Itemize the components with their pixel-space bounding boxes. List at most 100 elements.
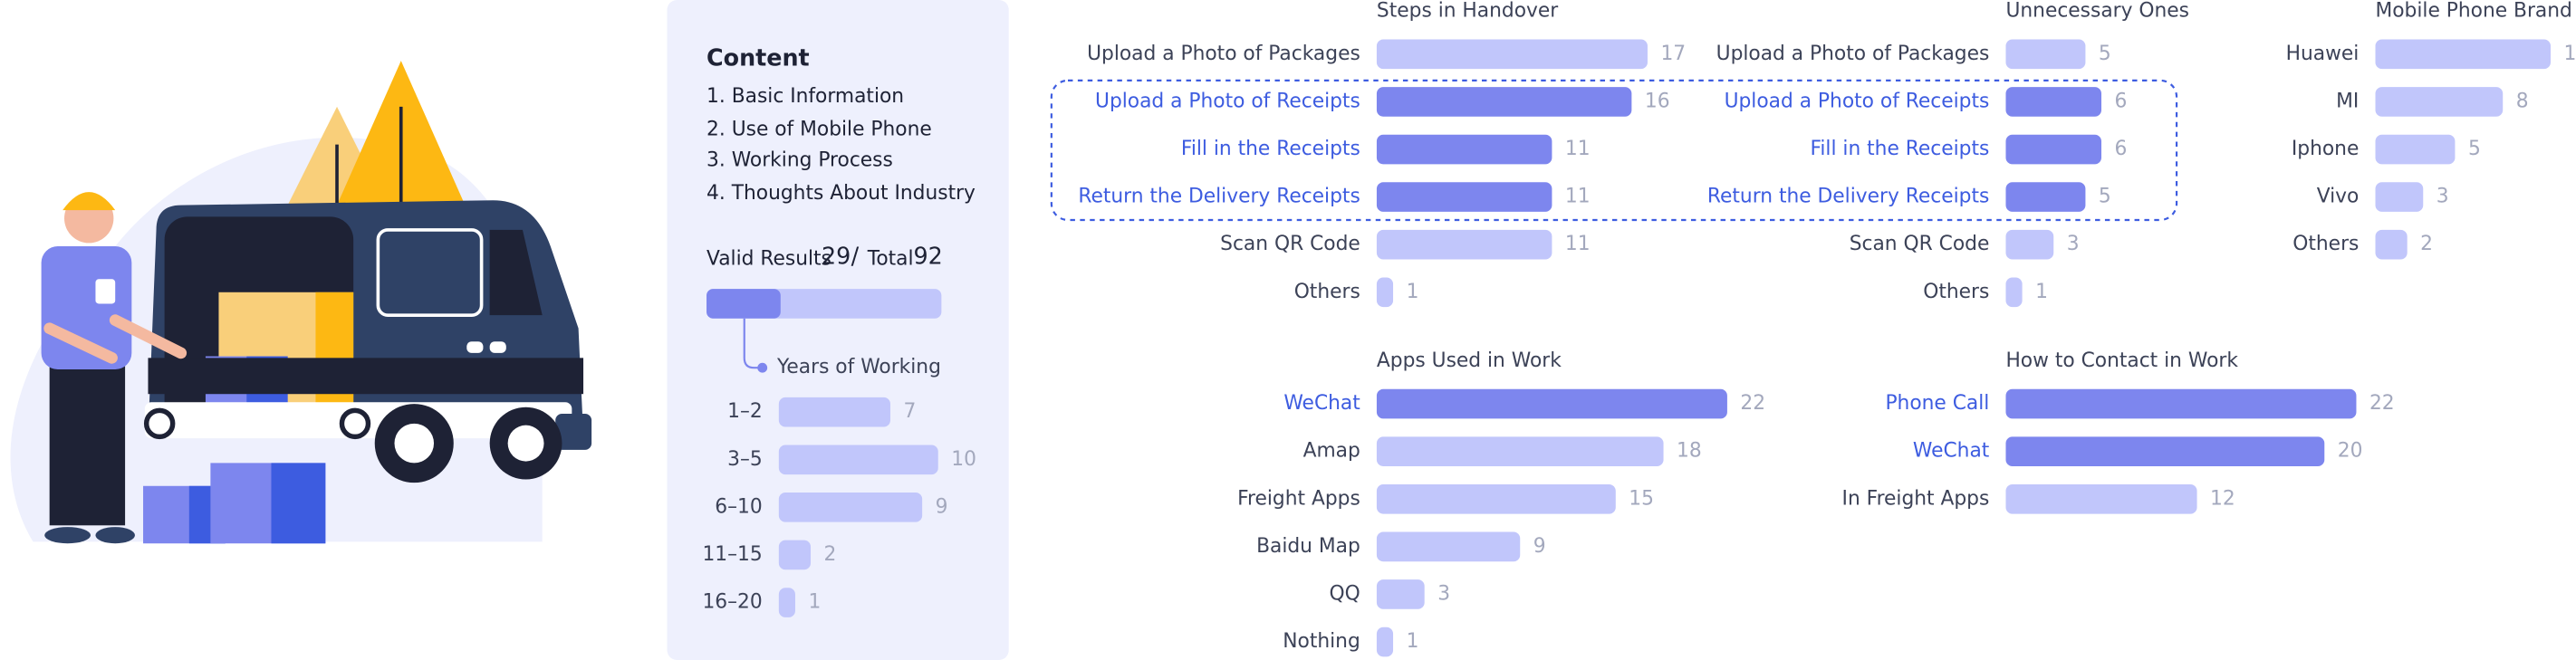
category-label: Fill in the Receipts [1810,138,1989,160]
person-legs [49,364,126,526]
category-label: Fill in the Receipts [1181,138,1360,160]
bar [778,540,812,570]
wheel-hub [394,423,435,464]
value-label: 5 [2099,43,2111,65]
wheel-hub [507,425,544,462]
value-label: 2 [2420,233,2433,255]
category-label: Others [1294,281,1360,303]
category-label: Scan QR Code [1220,233,1360,255]
value-label: 2 [824,543,837,566]
content-panel [667,0,1009,660]
panel-item: 4. Thoughts About Industry [706,182,976,205]
value-label: 9 [1533,535,1546,558]
value-label: 5 [2099,186,2111,208]
value-label: 12 [2210,487,2235,510]
panel-item: 2. Use of Mobile Phone [706,118,932,140]
separator: / [851,243,860,270]
connector-dot [757,362,768,373]
bar [1376,388,1727,419]
chart-title: Apps Used in Work [1377,349,1562,372]
person-badge [95,279,116,304]
category-label: Return the Delivery Receipts [1707,186,1989,208]
illustration [10,61,592,544]
value-label: 20 [2338,440,2363,463]
value-label: 17 [1660,43,1686,65]
person-cap [62,192,116,211]
bar [778,445,938,475]
category-label: 1–2 [727,400,763,423]
category-label: Huawei [2286,43,2360,65]
chart-title: Unnecessary Ones [2005,0,2189,23]
value-label: 18 [1677,440,1702,463]
category-label: Vivo [2317,186,2360,208]
value-label: 1 [1407,281,1419,303]
value-label: 1 [1407,630,1419,653]
category-label: Upload a Photo of Packages [1087,43,1360,65]
bar [2005,436,2325,467]
value-label: 9 [936,495,948,518]
person-shoe [95,527,135,544]
bar [778,397,890,427]
truck-window [376,228,484,317]
truck-stripe [148,358,584,395]
category-label: 3–5 [727,448,763,471]
bar [778,493,923,522]
category-label: 6–10 [715,495,762,518]
truck-lamp [339,407,371,440]
bar [2005,134,2102,165]
panel-title: Content [706,43,810,71]
category-label: Amap [1303,440,1360,463]
panel-item: 3. Working Process [706,149,893,172]
bar [2005,39,2086,70]
truck-lamp [143,407,176,440]
chart-title: Mobile Phone Brand [2375,0,2571,23]
progress-valid [706,289,781,319]
total-count: 92 [914,243,943,270]
person-arm [109,314,187,359]
category-label: 16–20 [702,591,762,614]
category-label: Upload a Photo of Packages [1716,43,1990,65]
category-label: Phone Call [1885,392,1989,415]
connector [743,318,763,369]
value-label: 16 [1645,90,1670,112]
bar [1376,627,1394,657]
value-label: 8 [2516,90,2529,112]
value-label: 6 [2115,138,2128,160]
value-label: 22 [1740,392,1765,415]
bar [1376,483,1616,514]
value-label: 11 [1565,233,1591,255]
category-label: Freight Apps [1237,487,1360,510]
bar [2375,182,2424,212]
value-label: 11 [1565,186,1591,208]
bar [2005,483,2197,514]
truck-bumper [555,413,592,450]
value-label: 10 [951,448,976,471]
bar [1376,182,1552,212]
value-label: 6 [2115,90,2128,112]
category-label: Others [2292,233,2359,255]
category-label: Upload a Photo of Receipts [1095,90,1360,112]
bar [1376,531,1521,562]
total-label: Total [867,248,914,271]
category-label: 11–15 [702,543,762,566]
highlight-frame [1050,79,2178,222]
bar [2375,39,2551,70]
box [271,463,326,544]
bar [1376,436,1664,467]
category-label: In Freight Apps [1842,487,1990,510]
bar [2375,229,2408,260]
category-label: WeChat [1913,440,1989,463]
value-label: 7 [903,400,916,423]
category-label: QQ [1330,582,1360,605]
value-label: 11 [2563,43,2576,65]
bar [2005,87,2102,117]
bar [1376,579,1425,609]
bar [1376,39,1648,70]
value-label: 3 [2437,186,2449,208]
value-label: 3 [1437,582,1450,605]
category-label: Upload a Photo of Receipts [1725,90,1990,112]
category-label: MI [2336,90,2359,112]
category-label: Baidu Map [1256,535,1360,558]
